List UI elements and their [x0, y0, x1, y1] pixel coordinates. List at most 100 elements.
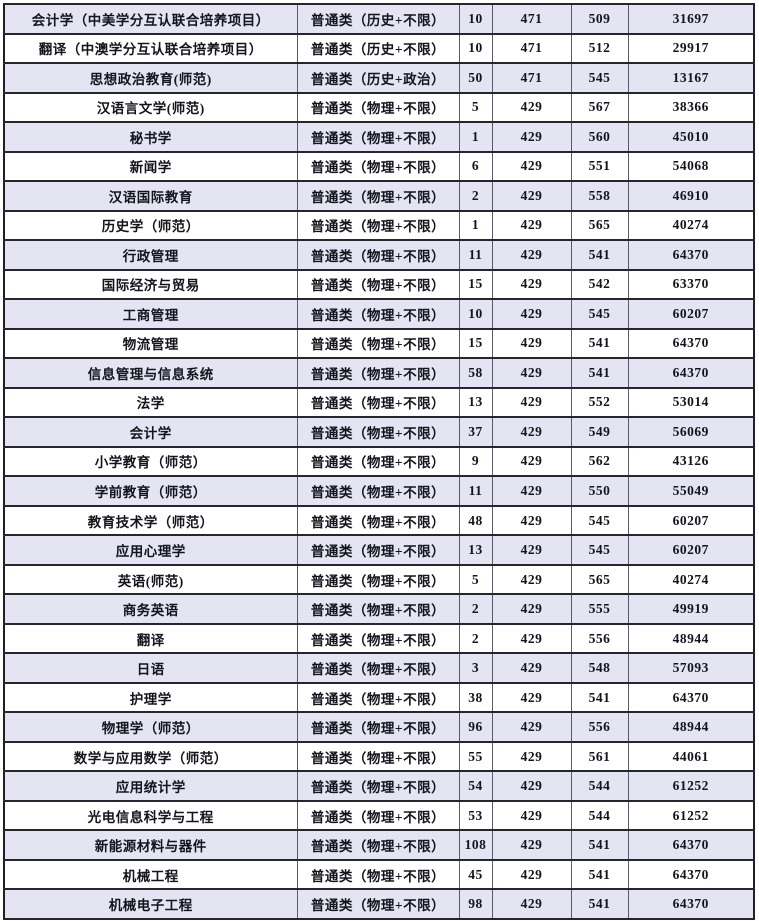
min-score-cell: 545: [570, 62, 629, 94]
min-rank-cell: 60207: [627, 298, 755, 330]
control-line-cell: 429: [491, 150, 572, 183]
major-cell: 教育技术学（师范）: [3, 504, 298, 537]
min-score-cell: 548: [570, 652, 629, 684]
control-line-cell: 429: [491, 445, 572, 478]
table-row: 历史学（师范） 普通类（物理+不限） 1 429 565 40274: [3, 209, 755, 242]
category-cell: 普通类（物理+不限）: [296, 888, 460, 920]
min-rank-cell: 61252: [627, 770, 755, 802]
category-cell: 普通类（物理+不限）: [296, 504, 460, 537]
table-row: 翻译 普通类（物理+不限） 2 429 556 48944: [3, 622, 755, 655]
min-score-cell: 562: [570, 445, 629, 478]
table-row: 机械电子工程 普通类（物理+不限） 98 429 541 64370: [3, 888, 755, 920]
min-score-cell: 544: [570, 799, 629, 832]
min-score-cell: 545: [570, 534, 629, 566]
major-cell: 英语(师范): [3, 563, 298, 596]
control-line-cell: 429: [491, 681, 572, 714]
plan-count-cell: 38: [458, 681, 493, 714]
category-cell: 普通类（物理+不限）: [296, 711, 460, 743]
control-line-cell: 429: [491, 239, 572, 271]
major-cell: 国际经济与贸易: [3, 268, 298, 301]
plan-count-cell: 6: [458, 150, 493, 183]
category-cell: 普通类（物理+不限）: [296, 475, 460, 507]
min-score-cell: 561: [570, 740, 629, 773]
plan-count-cell: 10: [458, 32, 493, 65]
category-cell: 普通类（物理+不限）: [296, 386, 460, 419]
min-score-cell: 541: [570, 239, 629, 271]
table-row: 小学教育（师范） 普通类（物理+不限） 9 429 562 43126: [3, 445, 755, 478]
major-cell: 行政管理: [3, 239, 298, 271]
plan-count-cell: 13: [458, 386, 493, 419]
plan-count-cell: 2: [458, 593, 493, 625]
control-line-cell: 429: [491, 740, 572, 773]
major-cell: 翻译: [3, 622, 298, 655]
min-score-cell: 512: [570, 32, 629, 65]
table-row: 数学与应用数学（师范） 普通类（物理+不限） 55 429 561 44061: [3, 740, 755, 773]
major-cell: 新能源材料与器件: [3, 829, 298, 861]
category-cell: 普通类（物理+不限）: [296, 681, 460, 714]
min-rank-cell: 48944: [627, 622, 755, 655]
plan-count-cell: 5: [458, 91, 493, 124]
category-cell: 普通类（物理+不限）: [296, 91, 460, 124]
table-row: 应用心理学 普通类（物理+不限） 13 429 545 60207: [3, 534, 755, 566]
min-rank-cell: 64370: [627, 681, 755, 714]
min-rank-cell: 64370: [627, 357, 755, 389]
category-cell: 普通类（物理+不限）: [296, 622, 460, 655]
table-row: 物流管理 普通类（物理+不限） 15 429 541 64370: [3, 327, 755, 360]
plan-count-cell: 5: [458, 563, 493, 596]
min-rank-cell: 53014: [627, 386, 755, 419]
category-cell: 普通类（物理+不限）: [296, 563, 460, 596]
min-score-cell: 509: [570, 3, 629, 35]
table-row: 信息管理与信息系统 普通类（物理+不限） 58 429 541 64370: [3, 357, 755, 389]
table-row: 教育技术学（师范） 普通类（物理+不限） 48 429 545 60207: [3, 504, 755, 537]
min-score-cell: 556: [570, 711, 629, 743]
min-rank-cell: 48944: [627, 711, 755, 743]
category-cell: 普通类（物理+不限）: [296, 298, 460, 330]
major-cell: 数学与应用数学（师范）: [3, 740, 298, 773]
table-row: 汉语言文学(师范) 普通类（物理+不限） 5 429 567 38366: [3, 91, 755, 124]
min-score-cell: 565: [570, 209, 629, 242]
min-rank-cell: 43126: [627, 445, 755, 478]
major-cell: 光电信息科学与工程: [3, 799, 298, 832]
major-cell: 秘书学: [3, 121, 298, 153]
min-rank-cell: 31697: [627, 3, 755, 35]
category-cell: 普通类（物理+不限）: [296, 357, 460, 389]
plan-count-cell: 13: [458, 534, 493, 566]
category-cell: 普通类（物理+不限）: [296, 593, 460, 625]
major-cell: 新闻学: [3, 150, 298, 183]
major-cell: 工商管理: [3, 298, 298, 330]
control-line-cell: 471: [491, 62, 572, 94]
plan-count-cell: 1: [458, 209, 493, 242]
min-rank-cell: 49919: [627, 593, 755, 625]
table-row: 国际经济与贸易 普通类（物理+不限） 15 429 542 63370: [3, 268, 755, 301]
table-row: 学前教育（师范） 普通类（物理+不限） 11 429 550 55049: [3, 475, 755, 507]
control-line-cell: 429: [491, 180, 572, 212]
category-cell: 普通类（物理+不限）: [296, 534, 460, 566]
control-line-cell: 429: [491, 711, 572, 743]
major-cell: 小学教育（师范）: [3, 445, 298, 478]
min-score-cell: 556: [570, 622, 629, 655]
min-score-cell: 545: [570, 298, 629, 330]
category-cell: 普通类（物理+不限）: [296, 209, 460, 242]
major-cell: 护理学: [3, 681, 298, 714]
control-line-cell: 429: [491, 298, 572, 330]
min-score-cell: 541: [570, 327, 629, 360]
major-cell: 法学: [3, 386, 298, 419]
major-cell: 商务英语: [3, 593, 298, 625]
major-cell: 机械工程: [3, 858, 298, 891]
category-cell: 普通类（物理+不限）: [296, 121, 460, 153]
min-rank-cell: 13167: [627, 62, 755, 94]
category-cell: 普通类（物理+不限）: [296, 858, 460, 891]
table-row: 翻译（中澳学分互认联合培养项目） 普通类（历史+不限） 10 471 512 29917: [3, 32, 755, 65]
plan-count-cell: 48: [458, 504, 493, 537]
major-cell: 历史学（师范）: [3, 209, 298, 242]
control-line-cell: 471: [491, 3, 572, 35]
major-cell: 信息管理与信息系统: [3, 357, 298, 389]
control-line-cell: 429: [491, 416, 572, 448]
plan-count-cell: 3: [458, 652, 493, 684]
plan-count-cell: 11: [458, 475, 493, 507]
plan-count-cell: 2: [458, 622, 493, 655]
major-cell: 思想政治教育(师范): [3, 62, 298, 94]
plan-count-cell: 55: [458, 740, 493, 773]
plan-count-cell: 10: [458, 298, 493, 330]
min-rank-cell: 40274: [627, 563, 755, 596]
